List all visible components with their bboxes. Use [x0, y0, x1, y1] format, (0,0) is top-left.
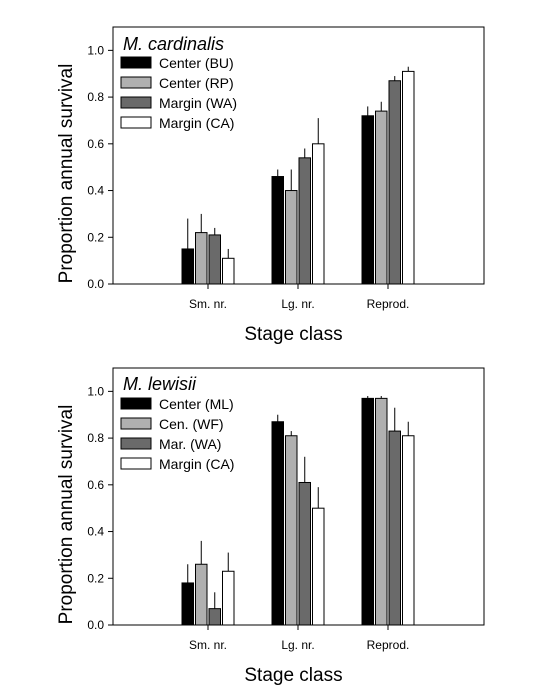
legend-label: Margin (WA) [159, 95, 237, 111]
x-tick-label: Sm. nr. [189, 638, 227, 652]
x-tick-label: Lg. nr. [281, 638, 314, 652]
bar [181, 582, 194, 626]
legend-swatch [120, 116, 152, 129]
y-tick-label: 0.0 [87, 277, 104, 291]
chart-panel-2: 0.0 0.2 0.4 0.6 0.8 1.0 Sm. nr. Lg. nr. Reprod. M… [56, 367, 485, 686]
bar [312, 143, 325, 285]
bar [361, 397, 374, 626]
y-tick-label: 0.2 [87, 230, 104, 244]
bar [222, 570, 235, 626]
legend-label: Cen. (WF) [159, 416, 224, 432]
bar [388, 430, 401, 626]
bar [181, 248, 194, 285]
chart-panel-1: 0.0 0.2 0.4 0.6 0.8 1.0 Sm. nr. Lg. nr. Reprod. M… [56, 26, 485, 345]
legend-label: Margin (CA) [159, 115, 234, 131]
bar [298, 157, 311, 285]
bar [195, 563, 208, 626]
bar [375, 397, 388, 626]
legend-swatch [120, 457, 152, 470]
bar [298, 481, 311, 626]
legend-label: Margin (CA) [159, 456, 234, 472]
bar [222, 257, 235, 285]
legend-label: Center (RP) [159, 75, 234, 91]
y-tick-label: 1.0 [87, 43, 104, 57]
bar [285, 190, 298, 285]
y-tick-label: 0.8 [87, 431, 104, 445]
bar [388, 80, 401, 285]
bar [361, 115, 374, 285]
x-tick-label: Sm. nr. [189, 297, 227, 311]
y-tick-label: 0.2 [87, 571, 104, 585]
y-axis-title: Proportion annual survival [56, 64, 77, 284]
bar [285, 435, 298, 626]
y-tick-label: 0.8 [87, 90, 104, 104]
y-tick-label: 0.4 [87, 525, 104, 539]
legend-swatch [120, 417, 152, 430]
bar [271, 421, 284, 626]
bar [312, 507, 325, 626]
bar [208, 608, 221, 626]
y-tick-label: 0.0 [87, 618, 104, 632]
legend-swatch [120, 76, 152, 89]
panel-title: M. cardinalis [123, 34, 224, 54]
bar [195, 232, 208, 285]
bar [375, 110, 388, 285]
bar [402, 70, 415, 285]
y-tick-label: 1.0 [87, 384, 104, 398]
bar [271, 176, 284, 285]
legend-swatch [120, 397, 152, 410]
x-tick-label: Lg. nr. [281, 297, 314, 311]
x-axis-title: Stage class [244, 665, 342, 686]
bar [208, 234, 221, 285]
y-tick-label: 0.6 [87, 137, 104, 151]
legend-label: Center (BU) [159, 55, 234, 71]
x-axis-title: Stage class [244, 324, 342, 345]
y-axis-title: Proportion annual survival [56, 405, 77, 625]
y-tick-label: 0.4 [87, 184, 104, 198]
panel-title: M. lewisii [123, 374, 197, 394]
y-tick-label: 0.6 [87, 478, 104, 492]
bar [402, 435, 415, 626]
legend-swatch [120, 56, 152, 69]
legend-label: Center (ML) [159, 396, 234, 412]
legend-swatch [120, 437, 152, 450]
x-tick-label: Reprod. [367, 297, 410, 311]
x-tick-label: Reprod. [367, 638, 410, 652]
legend-label: Mar. (WA) [159, 436, 221, 452]
legend-swatch [120, 96, 152, 109]
